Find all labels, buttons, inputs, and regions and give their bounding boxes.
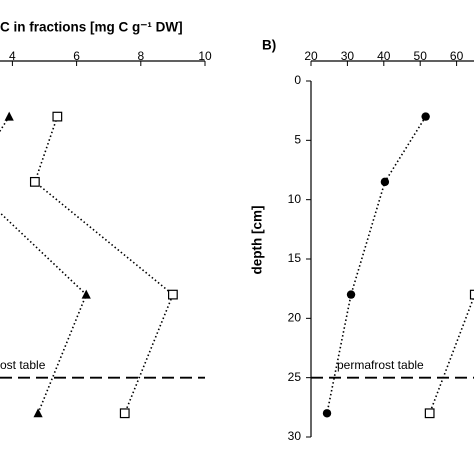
y-tick-label: 10 [288,192,302,206]
point [469,289,474,300]
x-tick-label: 60 [450,49,464,63]
y-tick-label: 20 [288,311,302,325]
point [119,408,130,419]
point [168,289,178,300]
point [421,112,430,121]
profile-line [0,116,88,414]
y-tick-label: 25 [288,370,302,384]
x-tick-label: 6 [73,49,80,63]
y-tick-label: 5 [294,133,301,147]
x-axis-label: C in fractions [mg C g⁻¹ DW] [0,20,183,35]
label-background [0,357,48,372]
y-tick-label: 15 [288,251,302,265]
y-tick-label: 30 [288,429,302,443]
x-tick-label: 40 [377,49,391,63]
x-tick-label: 10 [198,49,212,63]
panel-label: B) [262,38,276,53]
x-tick-label: 4 [9,49,16,63]
point [380,177,390,187]
permafrost-label: permafrost table [337,358,424,372]
label-background [335,357,427,372]
point [424,408,435,419]
point [29,176,40,187]
profile-line [428,294,474,414]
point [4,111,14,121]
permafrost-label: ost table [0,358,46,372]
x-tick-label: 20 [304,49,318,63]
x-tick-label: 30 [341,49,355,63]
point [33,408,43,418]
y-axis-label: depth [cm] [250,206,265,275]
point [346,290,356,299]
x-tick-label: 50 [414,49,428,63]
point [52,111,63,122]
y-tick-label: 0 [294,73,301,87]
point [81,289,91,299]
x-tick-label: 8 [137,49,144,63]
point [322,409,332,418]
